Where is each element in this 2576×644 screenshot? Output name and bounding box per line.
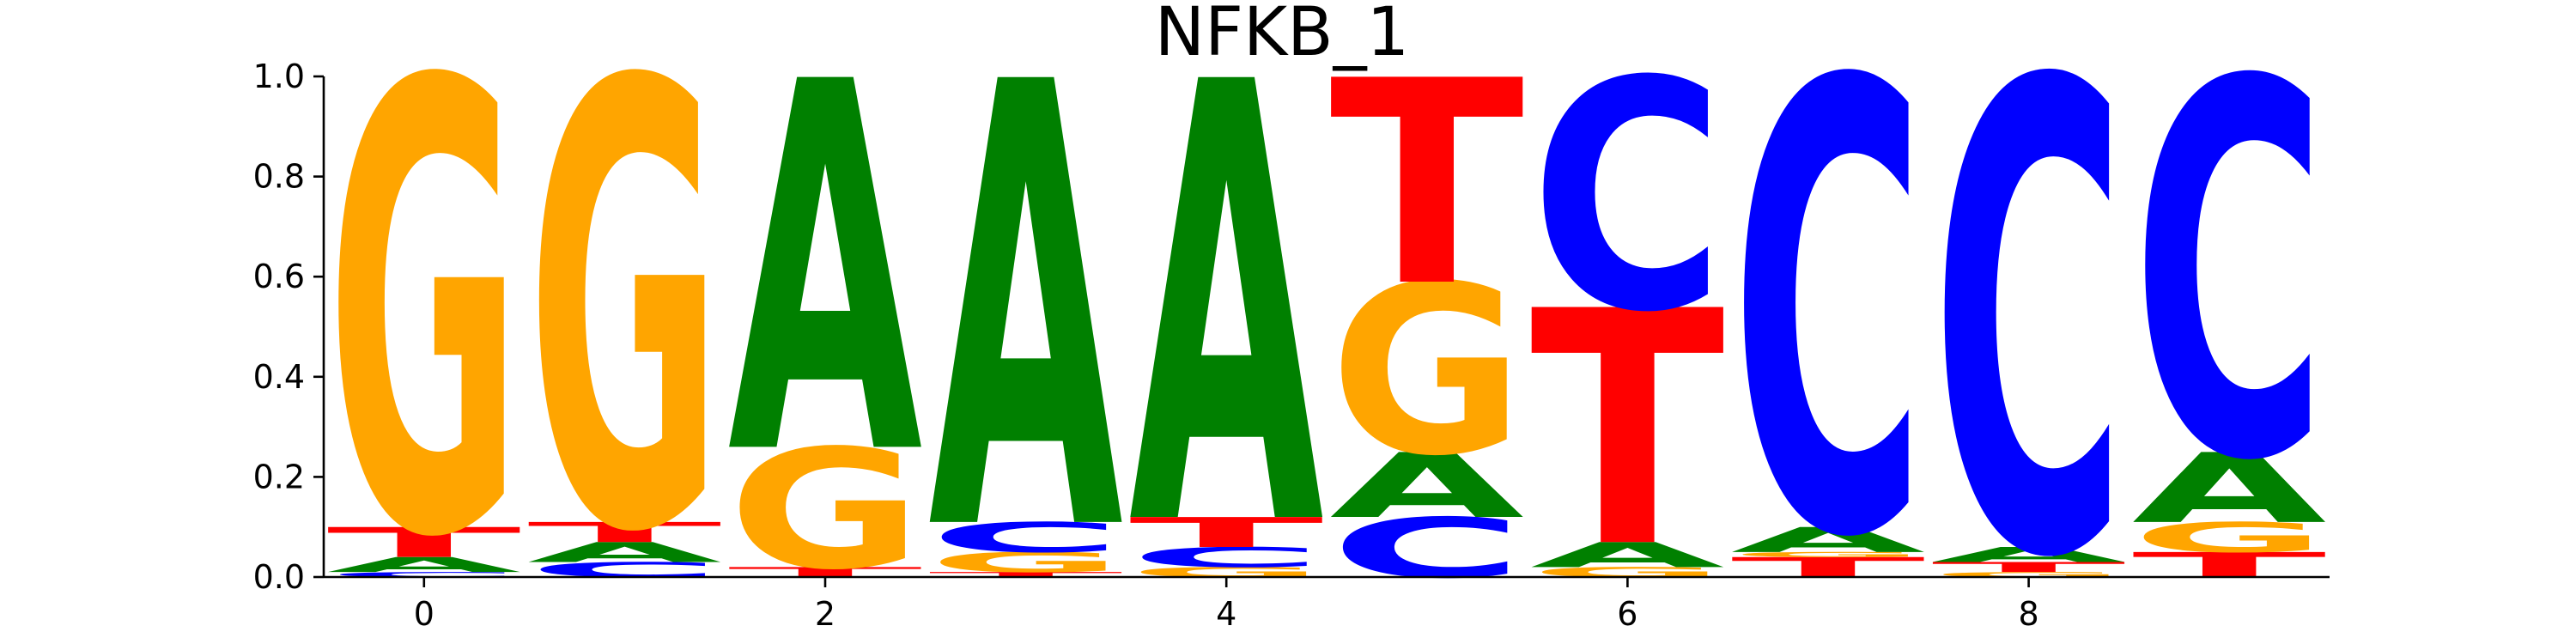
glyph-A-pos6: A	[1530, 535, 1725, 574]
x-tick-label: 8	[2019, 595, 2039, 633]
glyph-G-pos1: G	[527, 0, 722, 644]
glyph-A-pos7: A	[1731, 520, 1926, 560]
glyph-T-pos7: T	[1731, 551, 1926, 583]
glyph-C-pos3: C	[928, 514, 1123, 562]
y-ticks: 0.0 0.2 0.4 0.6 0.8 1.0	[253, 58, 324, 596]
glyph-C-pos6: C	[1530, 15, 1725, 382]
glyph-G-pos7: G	[1731, 550, 1926, 558]
glyph-T-pos1: T	[527, 517, 722, 549]
axes	[322, 76, 2330, 579]
glyph-T-pos3: T	[928, 571, 1123, 579]
y-tick-label: 0.0	[253, 558, 305, 596]
glyph-T-pos6: T	[1530, 243, 1726, 618]
glyph-A-pos1: A	[527, 537, 722, 568]
glyph-G-pos9: G	[2132, 513, 2327, 562]
x-ticks: 0 2 4 6 8	[414, 577, 2039, 633]
glyph-T-pos9: T	[2132, 545, 2327, 586]
x-tick-label: 4	[1216, 595, 1236, 633]
glyph-G-pos2: G	[728, 415, 923, 606]
glyph-C-pos4: C	[1129, 542, 1324, 574]
glyph-T-pos8: T	[1931, 559, 2126, 575]
x-tick-label: 6	[1617, 595, 1637, 633]
x-tick-label: 2	[815, 595, 835, 633]
glyph-A-pos3: A	[928, 0, 1125, 644]
glyph-T-pos5: T	[1330, 21, 1526, 348]
chart-title: NFKB_1	[1155, 0, 1410, 71]
glyph-C-pos8: C	[1931, 0, 2126, 644]
y-tick-label: 0.8	[253, 158, 305, 196]
glyph-G-pos5: G	[1330, 235, 1525, 507]
glyph-C-pos9: C	[2132, 0, 2327, 574]
y-tick-label: 1.0	[253, 58, 305, 95]
glyph-C-pos0: C	[327, 571, 522, 579]
x-tick-label: 0	[414, 595, 434, 633]
y-tick-label: 0.6	[253, 258, 305, 295]
glyph-T-pos0: T	[327, 519, 522, 567]
y-tick-label: 0.2	[253, 458, 305, 495]
glyph-G-pos0: G	[327, 0, 522, 644]
glyph-A-pos9: A	[2132, 433, 2327, 544]
glyph-A-pos4: A	[1129, 0, 1326, 644]
glyph-A-pos5: A	[1330, 434, 1525, 538]
glyph-C-pos5: C	[1330, 501, 1525, 597]
glyph-G-pos8: G	[1931, 571, 2126, 579]
glyph-G-pos3: G	[928, 547, 1123, 579]
glyph-T-pos4: T	[1129, 509, 1324, 557]
glyph-A-pos8: A	[1931, 543, 2126, 567]
y-tick-label: 0.4	[253, 358, 305, 396]
glyph-A-pos2: A	[728, 0, 925, 567]
glyph-A-pos0: A	[327, 553, 522, 577]
glyph-C-pos7: C	[1731, 0, 1926, 644]
